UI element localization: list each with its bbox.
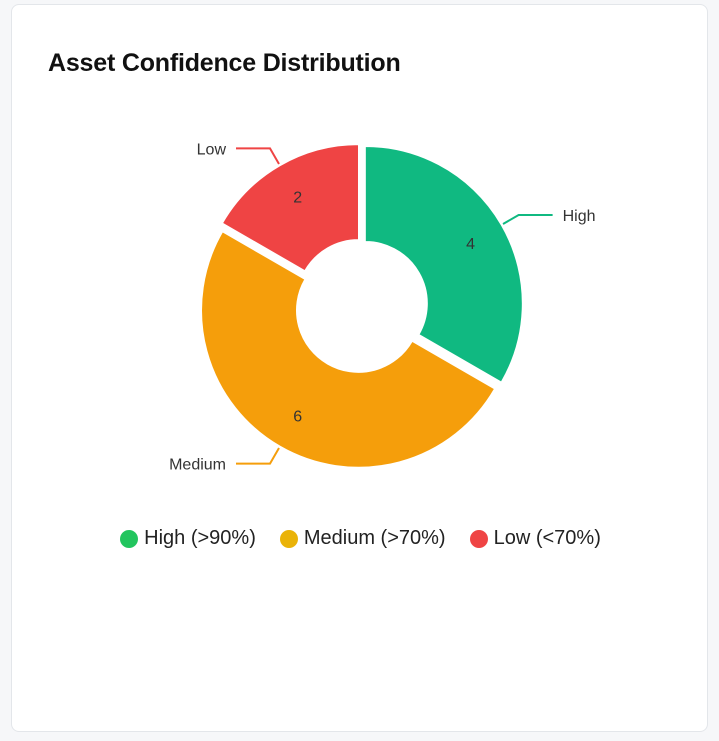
legend-item-low[interactable]: Low (<70%): [469, 527, 601, 550]
legend-item-medium[interactable]: Medium (>70%): [279, 527, 446, 550]
chart-card: Asset Confidence Distribution 4 High 6 Medi…: [11, 4, 708, 732]
slice-value-label-high: 4: [466, 236, 475, 253]
leader-line-high: [502, 214, 553, 225]
legend-swatch: [120, 529, 139, 548]
leader-line-low: [236, 147, 280, 165]
legend-label: Medium (>70%): [303, 527, 446, 549]
slice-name-label-high: High: [563, 208, 596, 225]
legend-item-high[interactable]: High (>90%): [120, 527, 256, 550]
slice-group-low[interactable]: 2 Low: [197, 141, 359, 272]
legend-swatch: [469, 529, 488, 548]
slice-low[interactable]: [222, 144, 359, 272]
slice-value-label-low: 2: [293, 189, 302, 206]
legend-swatch: [279, 529, 298, 548]
chart-legend: High (>90%) Medium (>70%) Low (<70%): [12, 527, 709, 550]
legend-label: Low (<70%): [493, 527, 601, 549]
slice-name-label-medium: Medium: [169, 457, 226, 474]
slice-group-medium[interactable]: 6 Medium: [169, 231, 495, 474]
slice-group-high[interactable]: 4 High: [364, 146, 596, 383]
slice-name-label-low: Low: [197, 141, 227, 158]
slice-high[interactable]: [364, 146, 523, 383]
leader-line-medium: [236, 447, 280, 465]
card-title: Asset Confidence Distribution: [48, 49, 401, 77]
donut-chart: 4 High 6 Medium 2 Low: [169, 141, 596, 474]
slice-medium[interactable]: [201, 231, 495, 468]
slice-value-label-medium: 6: [293, 409, 302, 426]
legend-label: High (>90%): [144, 527, 256, 549]
